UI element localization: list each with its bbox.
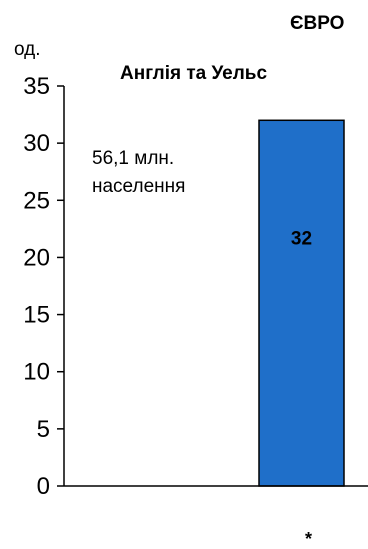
y-tick-label: 30	[23, 130, 50, 157]
chart-title: Англія та Уельс	[120, 63, 267, 84]
y-tick-label: 15	[23, 302, 50, 329]
y-tick-label: 5	[37, 416, 50, 443]
y-tick-label: 25	[23, 187, 50, 214]
data-labels: 32	[291, 229, 312, 250]
bars	[258, 119, 345, 487]
y-tick-label: 35	[23, 73, 50, 100]
y-tick-label: 20	[23, 244, 50, 271]
y-tick-label: 10	[23, 359, 50, 386]
bar-value-label: 32	[291, 229, 312, 250]
header-title-fragment: ЄВРО	[290, 13, 344, 34]
y-tick-label: 0	[37, 473, 50, 500]
x-axis-categories: *	[305, 529, 312, 549]
population-annotation-line1: 56,1 млн.	[92, 148, 174, 169]
y-axis-ticks: 0 5 10 15 20 25 30 35	[23, 73, 64, 500]
y-axis-unit-label: од.	[14, 39, 41, 60]
bar	[258, 119, 345, 487]
category-label: *	[305, 529, 312, 549]
population-annotation-line2: населення	[92, 176, 185, 197]
